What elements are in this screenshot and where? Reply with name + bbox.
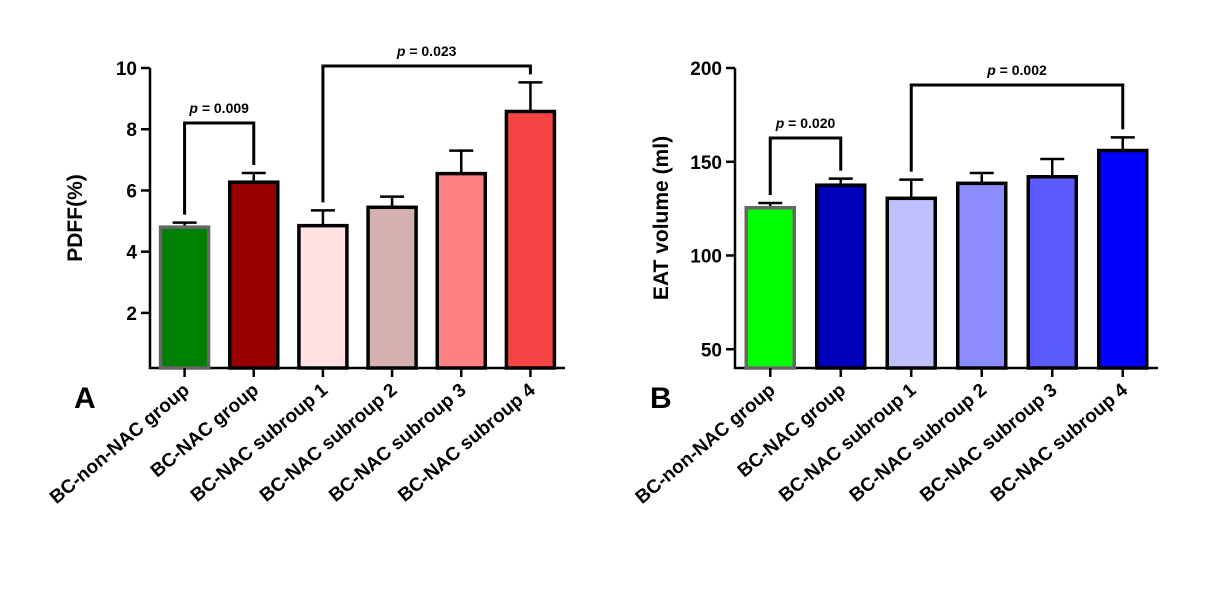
p-value-text: = 0.002 [996, 62, 1047, 78]
bar-1 [744, 205, 796, 370]
p-symbol: p [396, 43, 406, 59]
y-tick-label: 4 [126, 243, 137, 264]
significance-bracket [321, 64, 532, 203]
significance-label: p = 0.020 [775, 115, 836, 131]
y-tick-label: 200 [690, 59, 722, 80]
p-value-text: = 0.009 [198, 100, 249, 116]
significance-label: p = 0.009 [188, 100, 249, 116]
y-tick-label: 150 [690, 153, 722, 174]
significance-label: p = 0.002 [986, 62, 1047, 78]
y-axis-title: EAT volume (ml) [650, 136, 673, 300]
panel-letter: A [74, 382, 96, 415]
y-tick-label: 50 [701, 340, 722, 361]
y-tick-label: 2 [126, 304, 137, 325]
significance-label: p = 0.023 [396, 43, 457, 59]
bar-1 [158, 225, 211, 370]
bar-3 [297, 223, 349, 370]
y-tick-label: 6 [126, 181, 137, 202]
significance-bracket [183, 121, 256, 215]
significance-bracket [909, 83, 1125, 172]
bar-6 [504, 109, 557, 370]
p-symbol: p [775, 115, 785, 131]
p-value-text: = 0.020 [784, 115, 835, 131]
significance-bracket [768, 136, 843, 195]
y-axis-title: PDFF(%) [64, 174, 87, 262]
panel-letter: B [650, 382, 672, 415]
p-symbol: p [188, 100, 198, 116]
p-value-text: = 0.023 [405, 43, 456, 59]
bar-2 [815, 183, 867, 370]
bar-6 [1097, 148, 1149, 370]
y-tick-label: 10 [116, 59, 137, 80]
y-tick-label: 100 [690, 247, 722, 268]
category-label: BC-NAC subroup 4 [987, 379, 1133, 506]
bar-3 [885, 196, 937, 370]
y-tick-label: 8 [126, 120, 137, 141]
bar-4 [956, 181, 1008, 370]
bar-4 [366, 205, 418, 370]
bar-2 [228, 180, 280, 370]
bar-5 [1026, 175, 1078, 370]
bar-5 [435, 171, 487, 370]
p-symbol: p [986, 62, 996, 78]
